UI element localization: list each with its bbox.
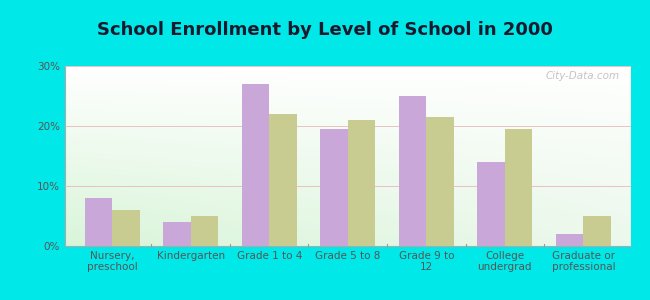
Bar xyxy=(112,210,140,246)
Bar xyxy=(505,129,532,246)
Text: City-Data.com: City-Data.com xyxy=(545,71,619,81)
Bar xyxy=(399,96,426,246)
Bar xyxy=(426,117,454,246)
Bar xyxy=(190,216,218,246)
Bar xyxy=(84,198,112,246)
Text: School Enrollment by Level of School in 2000: School Enrollment by Level of School in … xyxy=(97,21,553,39)
Bar xyxy=(477,162,505,246)
Bar xyxy=(556,234,584,246)
Bar xyxy=(584,216,611,246)
Bar xyxy=(269,114,296,246)
Bar xyxy=(242,84,269,246)
Bar xyxy=(163,222,190,246)
Bar xyxy=(320,129,348,246)
Bar xyxy=(348,120,375,246)
